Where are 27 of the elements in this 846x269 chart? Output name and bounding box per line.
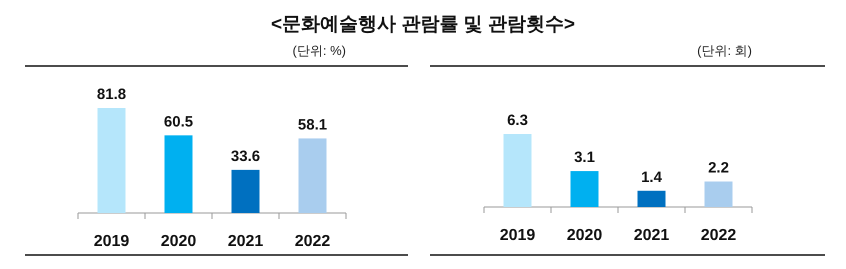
x-tick-label: 2020 <box>160 233 196 250</box>
x-tick-label: 2022 <box>294 233 330 250</box>
data-label: 81.8 <box>96 86 126 103</box>
x-tick-label: 2020 <box>566 227 602 244</box>
x-tick-label: 2022 <box>700 227 736 244</box>
bar <box>504 134 532 207</box>
data-label: 60.5 <box>164 113 194 130</box>
bar <box>232 170 260 213</box>
data-label: 2.2 <box>708 160 729 177</box>
bar <box>98 108 126 213</box>
bar <box>704 182 732 207</box>
bar <box>164 135 192 213</box>
text: <문화예술행사 관람률 및 관람횟수> <box>270 14 576 35</box>
data-label: 3.1 <box>574 149 595 166</box>
chart-subtitle: (단위: %) <box>292 43 346 58</box>
chart-subtitle: (단위: 회) <box>697 43 752 58</box>
data-label: 58.1 <box>298 116 328 134</box>
data-label: 1.4 <box>641 168 663 186</box>
bar <box>570 171 598 207</box>
x-tick-label: 2021 <box>228 233 264 250</box>
data-label: 33.6 <box>230 148 260 165</box>
bar <box>638 190 666 207</box>
x-tick-label: 2019 <box>500 227 536 244</box>
x-tick-label: 2021 <box>634 227 670 244</box>
bar <box>298 138 326 213</box>
x-tick-label: 2019 <box>94 233 130 250</box>
data-label: 6.3 <box>507 112 528 129</box>
